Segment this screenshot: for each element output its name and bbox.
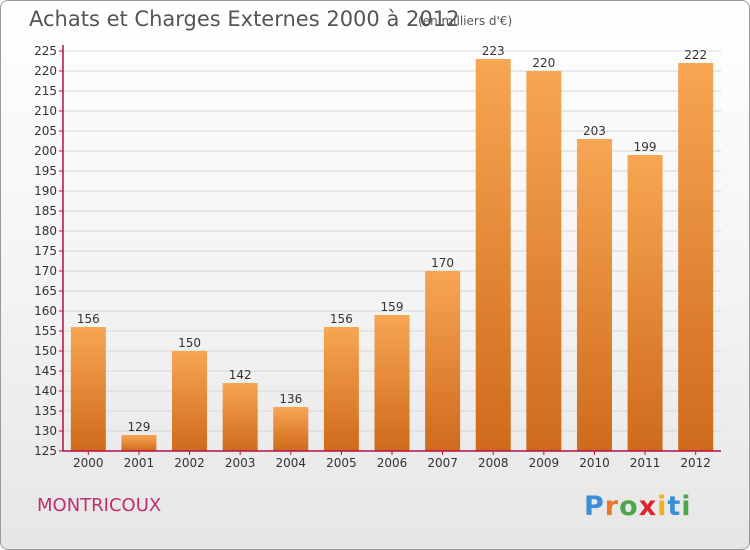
x-tick-label: 2012 bbox=[680, 456, 711, 470]
x-tick-label: 2008 bbox=[478, 456, 509, 470]
logo-letter: i bbox=[657, 491, 668, 522]
y-tick-label: 190 bbox=[34, 184, 57, 198]
y-tick-label: 185 bbox=[34, 204, 57, 218]
y-tick-label: 195 bbox=[34, 164, 57, 178]
data-label: 142 bbox=[229, 368, 252, 382]
logo-letter: o bbox=[619, 491, 639, 522]
data-label: 223 bbox=[482, 44, 505, 58]
axes bbox=[59, 45, 721, 455]
y-tick-label: 130 bbox=[34, 424, 57, 438]
y-tick-label: 135 bbox=[34, 404, 57, 418]
y-tick-label: 145 bbox=[34, 364, 57, 378]
bar bbox=[526, 71, 562, 451]
y-tick-label: 155 bbox=[34, 324, 57, 338]
x-tick-label: 2011 bbox=[630, 456, 661, 470]
data-label: 156 bbox=[330, 312, 353, 326]
data-label: 150 bbox=[178, 336, 201, 350]
y-tick-label: 140 bbox=[34, 384, 57, 398]
x-tick-label: 2006 bbox=[377, 456, 408, 470]
chart-unit: (en milliers d'€) bbox=[418, 14, 513, 28]
x-tick-label: 2004 bbox=[275, 456, 306, 470]
y-tick-label: 225 bbox=[34, 44, 57, 58]
x-tick-label: 2001 bbox=[124, 456, 155, 470]
data-label: 199 bbox=[634, 140, 657, 154]
x-tick-label: 2005 bbox=[326, 456, 357, 470]
bar bbox=[576, 139, 612, 451]
data-label: 220 bbox=[532, 56, 555, 70]
bar bbox=[273, 407, 309, 451]
data-label: 203 bbox=[583, 124, 606, 138]
data-label: 159 bbox=[381, 300, 404, 314]
proxiti-logo: Proxiti bbox=[584, 491, 692, 522]
x-tick-label: 2002 bbox=[174, 456, 205, 470]
data-label: 222 bbox=[684, 48, 707, 62]
y-tick-label: 165 bbox=[34, 284, 57, 298]
logo-letter: t bbox=[667, 491, 682, 522]
bar bbox=[70, 327, 106, 451]
bar bbox=[323, 327, 359, 451]
y-tick-label: 215 bbox=[34, 84, 57, 98]
logo-letter: i bbox=[681, 491, 692, 522]
bar bbox=[627, 155, 663, 451]
bar bbox=[374, 315, 410, 451]
x-tick-label: 2010 bbox=[579, 456, 610, 470]
chart-title: Achats et Charges Externes 2000 à 2012 bbox=[29, 7, 460, 31]
data-label: 136 bbox=[279, 392, 302, 406]
bar bbox=[222, 383, 258, 451]
bars bbox=[70, 59, 714, 451]
y-tick-label: 175 bbox=[34, 244, 57, 258]
bar bbox=[172, 351, 208, 451]
x-tick-label: 2003 bbox=[225, 456, 256, 470]
y-tick-label: 220 bbox=[34, 64, 57, 78]
y-tick-label: 180 bbox=[34, 224, 57, 238]
logo-letter: r bbox=[604, 491, 620, 522]
logo-letter: x bbox=[638, 491, 658, 522]
y-tick-label: 210 bbox=[34, 104, 57, 118]
data-label: 129 bbox=[127, 420, 150, 434]
bar bbox=[475, 59, 511, 451]
commune-name: MONTRICOUX bbox=[37, 495, 162, 516]
y-tick-label: 205 bbox=[34, 124, 57, 138]
x-tick-label: 2000 bbox=[73, 456, 104, 470]
y-tick-label: 200 bbox=[34, 144, 57, 158]
bar bbox=[425, 271, 461, 451]
y-tick-label: 150 bbox=[34, 344, 57, 358]
logo-letter: P bbox=[584, 491, 605, 522]
bar bbox=[121, 435, 157, 451]
y-tick-label: 125 bbox=[34, 444, 57, 458]
y-tick-label: 160 bbox=[34, 304, 57, 318]
labels: 125 130 135 140 145 150 155 160 165 170 175 180 185 1… bbox=[34, 44, 711, 470]
y-tick-label: 170 bbox=[34, 264, 57, 278]
data-label: 156 bbox=[77, 312, 100, 326]
bar bbox=[678, 63, 714, 451]
x-tick-label: 2009 bbox=[529, 456, 560, 470]
x-tick-label: 2007 bbox=[427, 456, 458, 470]
data-label: 170 bbox=[431, 256, 454, 270]
